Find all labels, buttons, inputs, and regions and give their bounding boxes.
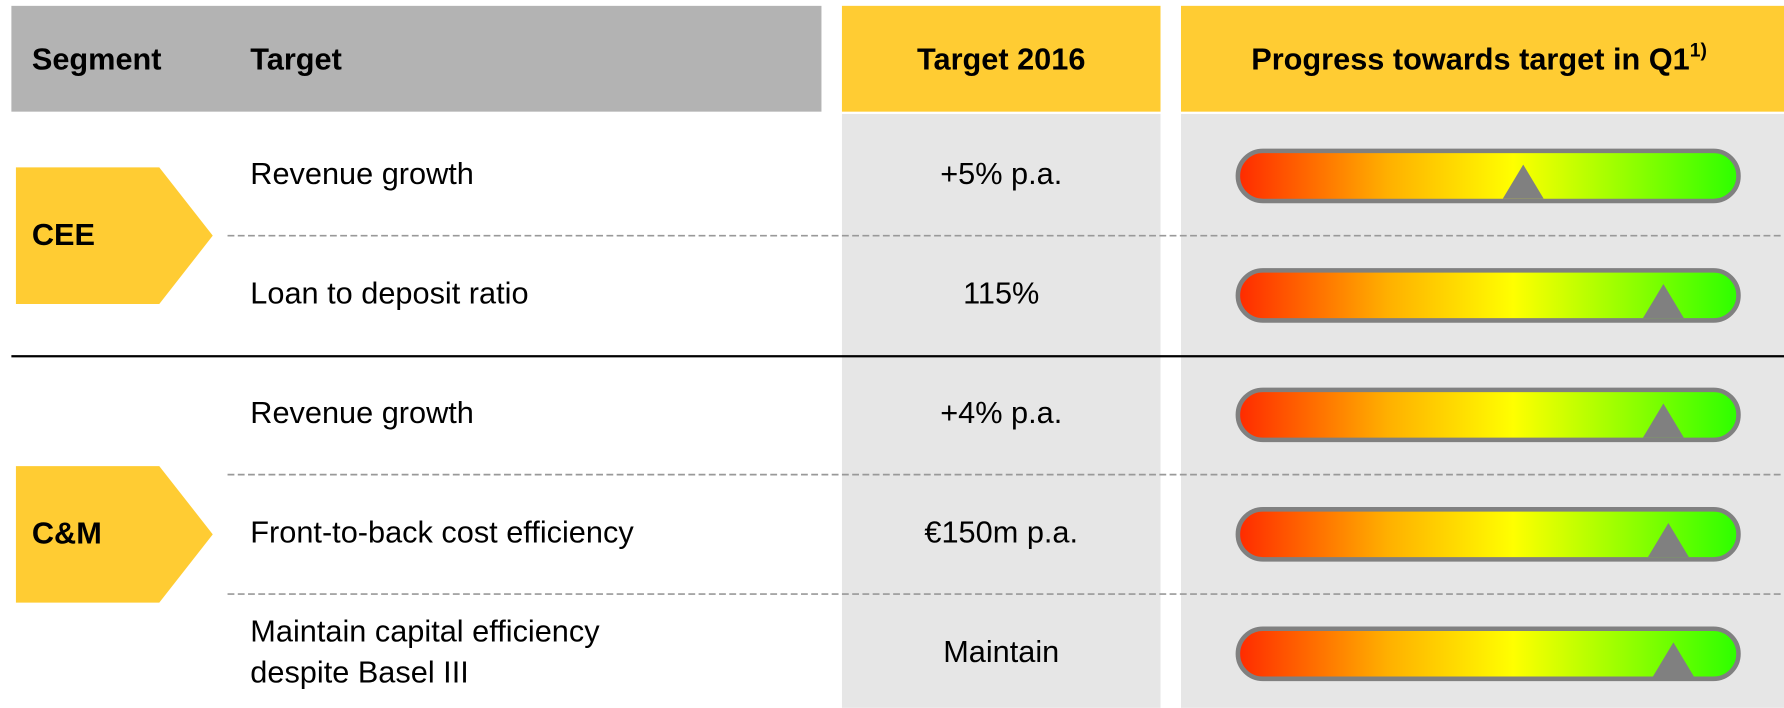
progress-bar — [1235, 268, 1741, 323]
segment-chevron — [15, 466, 213, 603]
target-label: Front-to-back cost efficiency — [250, 514, 634, 549]
progress-bar — [1235, 148, 1741, 204]
header-bg — [11, 5, 822, 112]
footnote-mark: 1) — [1690, 39, 1707, 61]
target-label: despite Basel III — [250, 654, 468, 689]
progress-bar — [1235, 387, 1741, 443]
target-label: Revenue growth — [250, 156, 474, 191]
header-target-2016: Target 2016 — [917, 42, 1085, 77]
progress-title: Progress towards target in Q1 — [1251, 42, 1690, 77]
target-value: €150m p.a. — [924, 514, 1078, 549]
target-value: Maintain — [943, 634, 1059, 669]
segment-label: C&M — [32, 516, 102, 551]
progress-marker — [1652, 642, 1694, 677]
header-bg — [1180, 5, 1784, 112]
header-bg — [841, 5, 1161, 112]
target-value: 115% — [963, 276, 1039, 311]
progress-bar — [1235, 507, 1741, 562]
header-target: Target — [250, 42, 342, 77]
column-bg — [841, 113, 1161, 708]
progress-marker — [1502, 164, 1544, 199]
target-label: Loan to deposit ratio — [250, 276, 528, 311]
target-label: Maintain capital efficiency — [250, 613, 600, 648]
target-value: +5% p.a. — [940, 156, 1062, 191]
target-label: Revenue growth — [250, 395, 474, 430]
segment-chevron — [15, 167, 213, 304]
header-segment: Segment — [32, 42, 162, 77]
header-progress: Progress towards target in Q11) — [1251, 39, 1707, 76]
progress-marker — [1642, 403, 1684, 438]
progress-marker — [1642, 284, 1684, 319]
segment-label: CEE — [32, 217, 95, 252]
target-value: +4% p.a. — [940, 395, 1062, 430]
progress-marker — [1647, 522, 1689, 558]
progress-bar — [1235, 626, 1741, 682]
